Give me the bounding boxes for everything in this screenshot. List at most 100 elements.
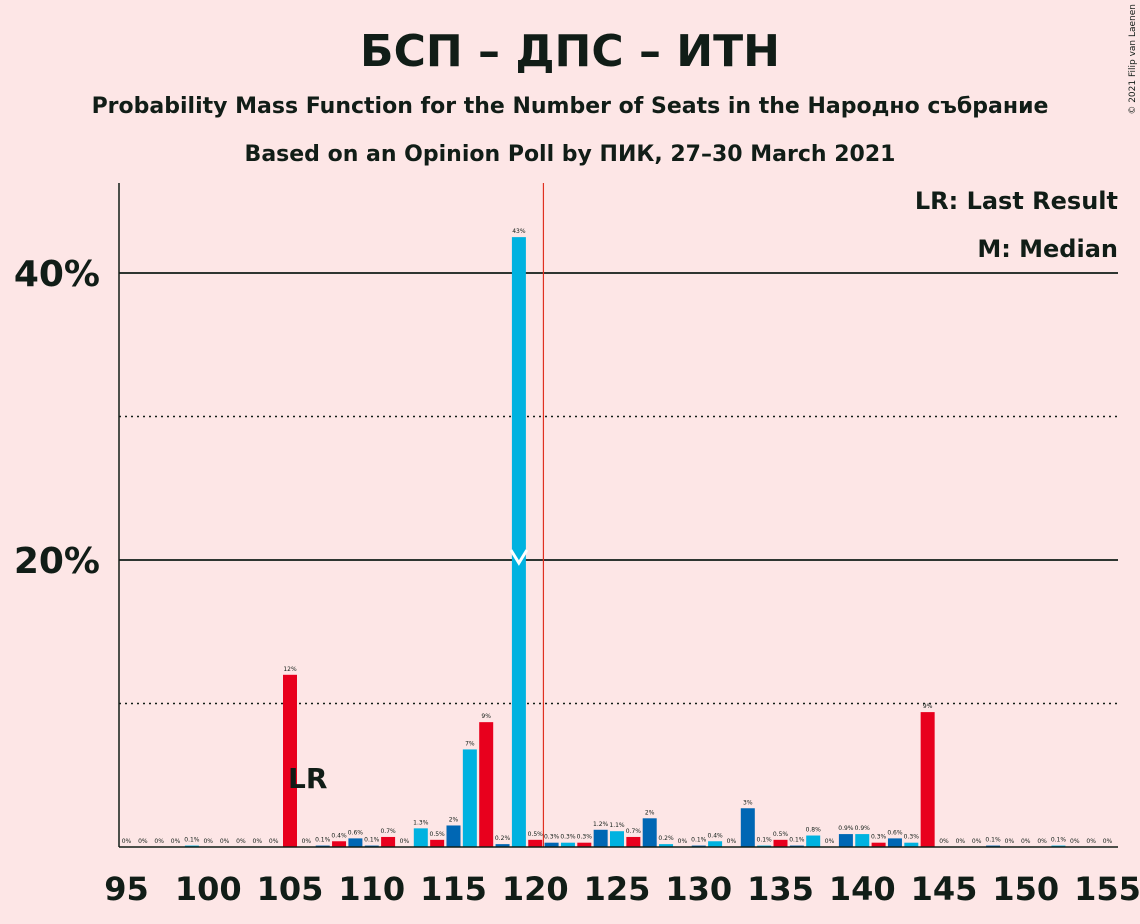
bar-126 [626, 836, 641, 847]
bar-label-134: 0.1% [757, 837, 773, 844]
bar-label-150: 0% [1021, 838, 1031, 845]
bar-label-135: 0.5% [773, 831, 789, 838]
bar-label-123: 0.3% [577, 834, 593, 841]
bar-label-100: 0% [203, 838, 213, 845]
bar-123 [577, 842, 592, 847]
bar-label-132: 0% [727, 838, 737, 845]
x-tick-label: 100 [175, 870, 242, 908]
bar-label-108: 0.4% [331, 832, 347, 839]
bar-label-143: 0.3% [904, 834, 920, 841]
chart-subtitle-2: Based on an Opinion Poll by ПИК, 27–30 M… [245, 142, 896, 167]
legend-last-result: LR: Last Result [915, 187, 1118, 215]
last-result-label: LR [288, 762, 327, 795]
x-tick-label: 115 [420, 870, 487, 908]
x-tick-label: 155 [1074, 870, 1140, 908]
bar-labels: 0% 0% 0% 0% 0.1% 0% 0% 0% 0% 0%12%0% 0.1%0.4% 0.6%0… [122, 228, 1113, 845]
bar-143 [904, 842, 919, 847]
bar-142 [887, 838, 902, 847]
bar-label-127: 2% [645, 809, 655, 816]
x-tick-label: 135 [747, 870, 814, 908]
bar-121 [544, 842, 559, 847]
bar-label-149: 0% [1005, 838, 1015, 845]
bar-label-152: 0.1% [1051, 837, 1067, 844]
bar-label-102: 0% [236, 838, 246, 845]
bar-120 [528, 839, 543, 847]
bar-144 [920, 712, 935, 847]
bar-128 [659, 844, 674, 847]
x-tick-label: 125 [584, 870, 651, 908]
bar-label-140: 0.9% [855, 825, 871, 832]
bar-116 [462, 749, 477, 847]
bar-label-103: 0% [253, 838, 263, 845]
bar-141 [871, 842, 886, 847]
chart-title: БСП – ДПС – ИТН [360, 26, 780, 77]
x-tick-label: 95 [104, 870, 149, 908]
bar-label-104: 0% [269, 838, 279, 845]
bar-139 [838, 834, 853, 847]
bar-label-128: 0.2% [658, 835, 674, 842]
bar-label-153: 0% [1070, 838, 1080, 845]
grid [119, 183, 1118, 847]
x-tick-label: 120 [502, 870, 569, 908]
bar-label-115: 2% [449, 816, 459, 823]
chart-subtitle: Probability Mass Function for the Number… [92, 94, 1049, 119]
bar-label-155: 0% [1103, 838, 1113, 845]
bar-label-137: 0.8% [806, 827, 822, 834]
bar-131 [708, 841, 723, 847]
x-tick-label: 105 [257, 870, 324, 908]
bar-label-146: 0% [956, 838, 966, 845]
bar-label-130: 0.1% [691, 837, 707, 844]
bar-label-121: 0.3% [544, 834, 560, 841]
bar-label-129: 0% [678, 838, 688, 845]
bar-label-151: 0% [1037, 838, 1047, 845]
bar-109 [348, 838, 363, 847]
bar-label-97: 0% [154, 838, 164, 845]
bar-122 [560, 842, 575, 847]
bar-117 [479, 722, 494, 847]
bar-label-116: 7% [465, 740, 475, 747]
bar-label-111: 0.7% [380, 828, 396, 835]
y-tick-label: 20% [14, 541, 100, 582]
legend-median: M: Median [977, 235, 1118, 263]
bar-label-138: 0% [825, 838, 835, 845]
bar-label-110: 0.1% [364, 837, 380, 844]
bar-137 [806, 835, 821, 847]
bar-label-106: 0% [302, 838, 312, 845]
bar-label-131: 0.4% [707, 832, 723, 839]
bar-label-119: 43% [512, 228, 526, 235]
bar-label-109: 0.6% [348, 829, 364, 836]
bar-127 [642, 818, 657, 847]
x-tick-label: 140 [829, 870, 896, 908]
bar-125 [610, 831, 624, 847]
bar-133 [740, 808, 755, 847]
bar-label-120: 0.5% [528, 831, 544, 838]
bar-label-145: 0% [939, 838, 949, 845]
x-tick-label: 110 [338, 870, 405, 908]
bar-label-154: 0% [1086, 838, 1096, 845]
y-tick-label: 40% [14, 254, 100, 295]
bar-118 [495, 844, 510, 847]
bar-label-144: 9% [923, 703, 933, 710]
bar-label-125: 1.1% [609, 822, 625, 829]
bar-124 [593, 829, 608, 847]
bar-108 [332, 841, 347, 847]
bar-label-139: 0.9% [838, 825, 854, 832]
bar-label-105: 12% [283, 666, 297, 673]
bar-label-117: 9% [481, 713, 491, 720]
bar-label-101: 0% [220, 838, 230, 845]
bar-label-147: 0% [972, 838, 982, 845]
bar-114 [430, 839, 445, 847]
x-tick-label: 130 [665, 870, 732, 908]
copyright-text: © 2021 Filip van Laenen [1128, 4, 1138, 115]
axes: 95 100 105 110 115 120 125 130 135 140 145 150 155 20… [14, 183, 1140, 908]
bars [184, 237, 1066, 847]
bar-label-98: 0% [171, 838, 181, 845]
bar-111 [381, 836, 396, 847]
x-tick-label: 145 [911, 870, 978, 908]
median-marker [509, 549, 529, 566]
bar-label-112: 0% [400, 838, 410, 845]
bar-label-136: 0.1% [789, 837, 805, 844]
bar-label-133: 3% [743, 799, 753, 806]
